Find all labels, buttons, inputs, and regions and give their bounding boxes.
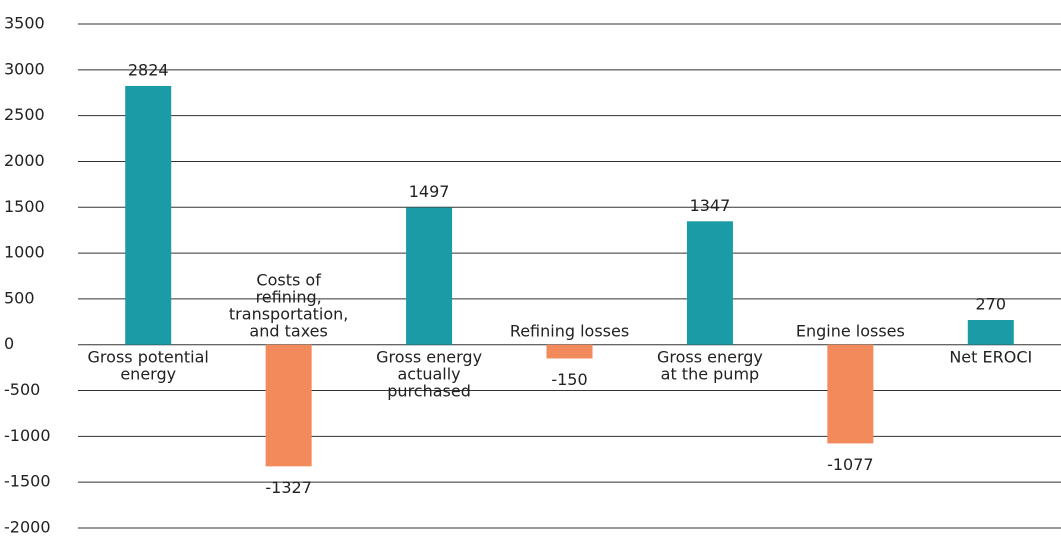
- y-tick-label: 500: [4, 288, 35, 307]
- y-tick-label: 1000: [4, 243, 45, 262]
- y-tick-label: -1500: [4, 472, 51, 491]
- x-tick-label: Costs of refining, transportation, and taxe…: [229, 270, 348, 340]
- value-label: 1347: [690, 196, 731, 215]
- y-tick-label: 3500: [4, 14, 45, 33]
- x-tick-label: Refining losses: [510, 321, 629, 340]
- value-label: -150: [551, 370, 587, 389]
- x-tick-label: Gross energy at the pump: [657, 347, 763, 383]
- y-tick-label: 3000: [4, 59, 45, 78]
- bar: [967, 319, 1014, 345]
- value-label: -1327: [265, 478, 312, 497]
- bar: [125, 85, 172, 345]
- y-tick-label: 2000: [4, 151, 45, 170]
- bar: [686, 221, 733, 345]
- bar: [265, 344, 312, 467]
- y-tick-label: 0: [4, 334, 14, 353]
- y-tick-label: 2500: [4, 105, 45, 124]
- bar: [546, 344, 593, 359]
- x-tick-label: Net EROCI: [949, 347, 1032, 366]
- value-label: -1077: [827, 455, 874, 474]
- y-tick-label: -1000: [4, 426, 51, 445]
- x-tick-label: Gross potential energy: [88, 347, 209, 383]
- x-tick-label: Engine losses: [796, 321, 905, 340]
- value-label: 1497: [409, 182, 450, 201]
- bar: [406, 207, 453, 345]
- value-label: 270: [976, 294, 1007, 313]
- y-tick-label: -2000: [4, 518, 51, 536]
- value-label: 2824: [128, 60, 169, 79]
- y-tick-label: -500: [4, 380, 40, 399]
- bar: [827, 344, 874, 444]
- x-tick-label: Gross energy actually purchased: [376, 347, 482, 400]
- y-tick-label: 1500: [4, 197, 45, 216]
